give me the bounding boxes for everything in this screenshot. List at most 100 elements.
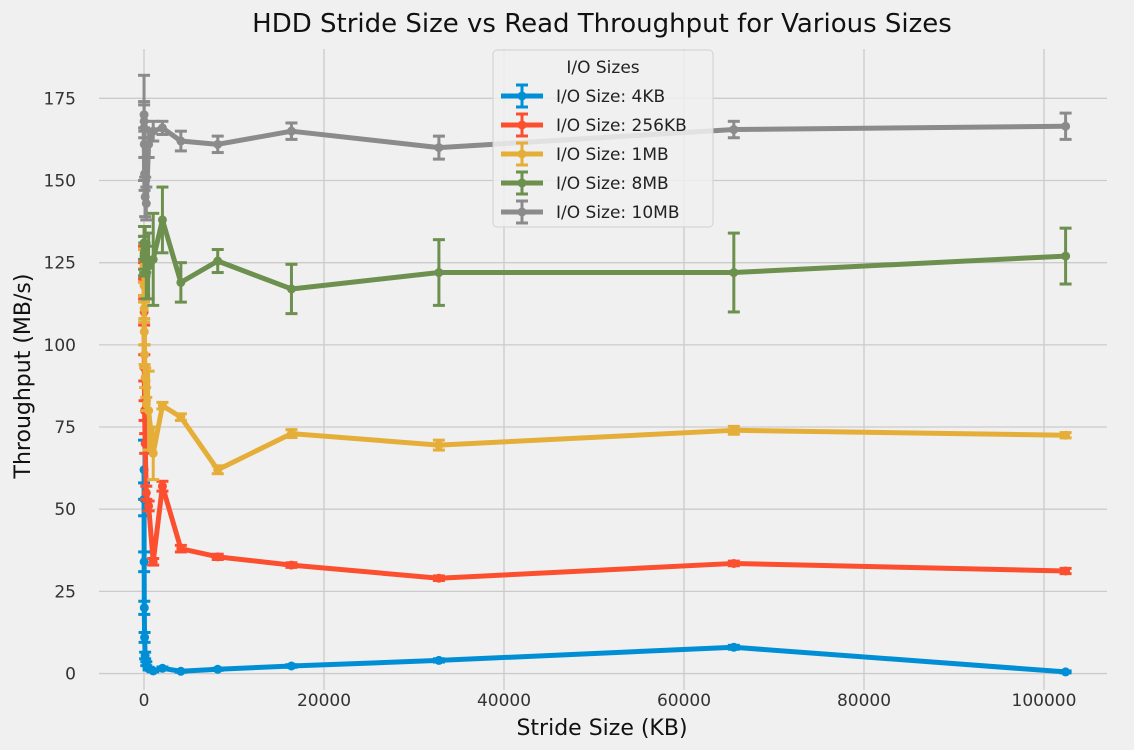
legend-item-2: I/O Size: 256KB	[501, 112, 687, 138]
legend-title: I/O Sizes	[566, 58, 639, 78]
data-point	[140, 632, 150, 642]
legend-item-4: I/O Size: 8MB	[501, 170, 669, 196]
data-point	[148, 126, 158, 136]
data-point	[729, 642, 739, 652]
legend-swatch-marker	[517, 149, 527, 159]
data-point	[176, 544, 186, 554]
plot-series	[138, 73, 1072, 677]
data-point	[144, 406, 154, 416]
data-point	[148, 254, 158, 264]
data-point	[286, 560, 296, 570]
data-point	[434, 573, 444, 583]
x-tick-label: 100000	[1012, 691, 1077, 711]
legend-item-5: I/O Size: 10MB	[501, 199, 680, 225]
series-line	[141, 112, 1069, 206]
data-point	[157, 663, 167, 673]
chart-title: HDD Stride Size vs Read Throughput for V…	[252, 9, 952, 39]
y-tick-label: 175	[44, 89, 76, 109]
x-tick-label: 0	[139, 691, 150, 711]
data-point	[1061, 430, 1071, 440]
data-point	[140, 350, 150, 360]
legend-swatch-marker	[517, 91, 527, 101]
data-point	[139, 110, 149, 120]
data-point	[139, 557, 149, 567]
data-point	[286, 284, 296, 294]
data-point	[176, 666, 186, 676]
legend-label: I/O Size: 8MB	[556, 174, 669, 194]
data-point	[139, 123, 149, 133]
legend-item-1: I/O Size: 4KB	[501, 83, 665, 109]
legend-label: I/O Size: 256KB	[556, 116, 687, 136]
data-point	[729, 425, 739, 435]
data-point	[213, 465, 223, 475]
data-point	[144, 501, 154, 511]
legend-swatch-marker	[517, 207, 527, 217]
data-point	[286, 429, 296, 439]
series-5	[138, 73, 1072, 222]
legend-frame	[492, 49, 714, 228]
data-point	[729, 558, 739, 568]
data-point	[176, 136, 186, 146]
data-point	[157, 215, 167, 225]
data-point	[140, 169, 150, 179]
legend-item-3: I/O Size: 1MB	[501, 141, 669, 167]
x-tick-label: 40000	[477, 691, 531, 711]
data-point	[157, 481, 167, 491]
data-point	[434, 655, 444, 665]
data-point	[140, 373, 150, 383]
data-point	[213, 256, 223, 266]
data-point	[148, 448, 158, 458]
legend-swatch-marker	[517, 178, 527, 188]
series-4	[138, 185, 1072, 316]
data-point	[286, 126, 296, 136]
data-point	[141, 198, 151, 208]
legend-items: I/O Size: 4KB I/O Size: 256KB I/O Size: 1M…	[501, 83, 687, 225]
data-point	[139, 304, 149, 314]
data-point	[157, 123, 167, 133]
data-point	[729, 268, 739, 278]
data-point	[213, 552, 223, 562]
y-axis-label: Throughput (MB/s)	[11, 274, 36, 480]
data-point	[157, 401, 167, 411]
series-line	[141, 263, 1069, 473]
data-point	[213, 139, 223, 149]
data-point	[139, 327, 149, 337]
axis-ticks: 0 20000 40000 60000 80000 100000 0 25 50 75 100 125…	[44, 89, 1077, 711]
legend-label: I/O Size: 4KB	[556, 87, 665, 107]
data-point	[139, 603, 149, 613]
data-point	[1061, 566, 1071, 576]
y-tick-label: 100	[44, 336, 76, 356]
data-point	[140, 254, 150, 264]
y-tick-label: 75	[54, 418, 76, 438]
x-tick-label: 60000	[657, 691, 711, 711]
legend-swatch-marker	[517, 120, 527, 130]
data-point	[434, 440, 444, 450]
data-point	[1061, 667, 1071, 677]
y-tick-label: 0	[65, 665, 76, 685]
data-point	[213, 664, 223, 674]
data-point	[140, 245, 150, 255]
data-point	[176, 412, 186, 422]
x-tick-label: 20000	[297, 691, 351, 711]
data-point	[148, 557, 158, 567]
y-tick-label: 50	[54, 500, 76, 520]
data-point	[729, 125, 739, 135]
y-tick-label: 150	[44, 171, 76, 191]
data-point	[434, 268, 444, 278]
data-point	[176, 277, 186, 287]
data-point	[140, 650, 150, 660]
legend-label: I/O Size: 1MB	[556, 145, 669, 165]
y-tick-label: 125	[44, 254, 76, 274]
legend-label: I/O Size: 10MB	[556, 203, 680, 223]
data-point	[144, 261, 154, 271]
data-point	[141, 488, 151, 498]
x-tick-label: 80000	[837, 691, 891, 711]
data-point	[148, 666, 158, 676]
data-point	[1061, 251, 1071, 261]
data-point	[1061, 121, 1071, 131]
x-axis-label: Stride Size (KB)	[516, 716, 687, 741]
data-point	[286, 661, 296, 671]
